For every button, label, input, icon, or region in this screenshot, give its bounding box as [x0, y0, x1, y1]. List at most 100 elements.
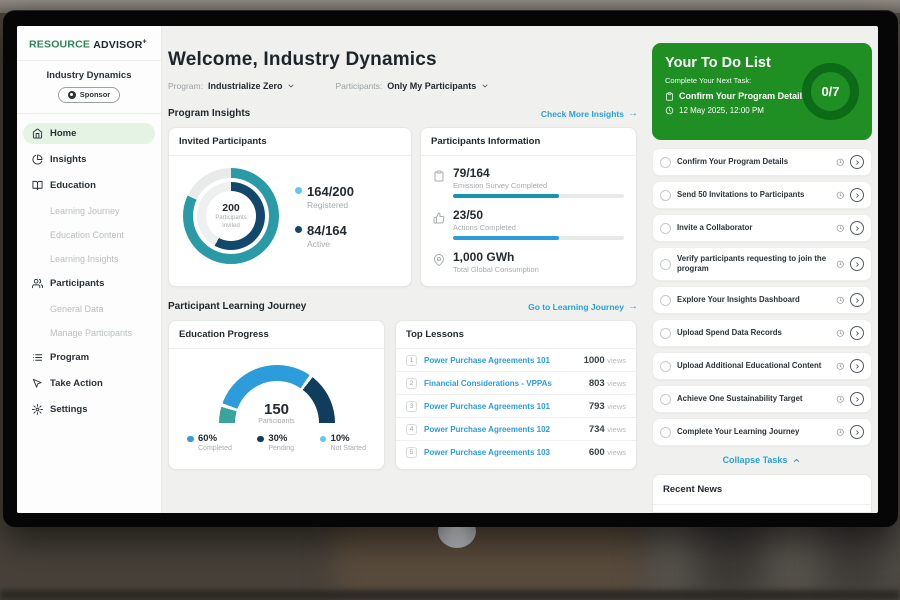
sidebar-item-general-data[interactable]: General Data [50, 303, 104, 314]
task-chevron-button[interactable] [850, 257, 864, 272]
task-checkbox[interactable] [660, 156, 671, 168]
task-label: Complete Your Learning Journey [677, 427, 800, 437]
sidebar-item-education-content[interactable]: Education Content [50, 229, 125, 240]
card-title: Education Progress [169, 321, 384, 349]
clock-icon [836, 158, 844, 166]
program-filter-value: Industrialize Zero [207, 81, 283, 91]
task-chevron-button[interactable] [850, 221, 864, 235]
sidebar-item-home[interactable]: Home [23, 123, 155, 144]
todo-task-item[interactable]: Upload Spend Data Records [652, 319, 872, 348]
clock-icon [665, 106, 674, 115]
go-to-learning-journey-link[interactable]: Go to Learning Journey → [528, 301, 638, 312]
todo-task-item[interactable]: Invite a Collaborator [652, 214, 872, 242]
legend-label: Registered [307, 199, 349, 210]
clipboard-icon [434, 170, 444, 182]
lesson-rank-badge: 4 [406, 423, 417, 435]
divider [17, 59, 161, 61]
views-count: 803 [588, 377, 605, 389]
views-count: 734 [588, 423, 605, 435]
lesson-views: 734 views [589, 424, 626, 435]
filter-bar: Program: Industrialize Zero Participants… [168, 81, 638, 91]
gauge-chart-area: 150 Participants 60% Completed 30% [169, 349, 384, 452]
sidebar-item-settings[interactable]: Settings [23, 399, 155, 420]
arrow-right-icon: → [628, 301, 638, 312]
learning-cards-row: Education Progress 150 Participants 60% [168, 320, 638, 470]
lesson-link[interactable]: Power Purchase Agreements 102 [424, 424, 550, 434]
task-checkbox[interactable] [660, 258, 671, 270]
task-label: Achieve One Sustainability Target [677, 394, 803, 404]
task-checkbox[interactable] [660, 294, 671, 306]
task-chevron-button[interactable] [850, 392, 864, 407]
clock-icon [836, 224, 844, 232]
participants-filter-label: Participants: [335, 81, 383, 91]
program-filter-label: Program: [168, 81, 203, 91]
lesson-link[interactable]: Power Purchase Agreements 101 [424, 355, 550, 365]
card-title: Invited Participants [169, 128, 411, 156]
task-label: Verify participants requesting to join t… [677, 254, 827, 274]
chevron-right-icon [855, 364, 859, 369]
pointer-hand-icon [32, 378, 42, 388]
sponsor-icon [67, 90, 76, 99]
task-checkbox[interactable] [660, 189, 671, 201]
gauge-center-caption: Participants [258, 418, 295, 423]
home-icon [32, 128, 43, 139]
chevron-right-icon [855, 261, 859, 267]
legend-value: 30% [268, 433, 288, 444]
todo-task-item[interactable]: Verify participants requesting to join t… [652, 247, 872, 282]
task-chevron-button[interactable] [850, 359, 864, 374]
stat-row-emission-survey: 79/164 Emission Survey Completed [433, 166, 624, 198]
sidebar-item-learning-journey[interactable]: Learning Journey [50, 205, 120, 216]
todo-task-item[interactable]: Complete Your Learning Journey [652, 418, 872, 447]
lesson-rank-badge: 5 [406, 446, 417, 458]
task-label: Invite a Collaborator [677, 222, 753, 232]
task-checkbox[interactable] [660, 426, 671, 438]
lesson-link[interactable]: Power Purchase Agreements 101 [424, 401, 550, 411]
sidebar-item-learning-insights[interactable]: Learning Insights [50, 253, 119, 264]
sidebar-item-program[interactable]: Program [23, 347, 155, 368]
task-checkbox[interactable] [660, 222, 671, 234]
task-chevron-button[interactable] [850, 293, 864, 308]
monitor-bezel: RESOURCE ADVISOR+ Industry Dynamics Spon… [3, 10, 898, 527]
collapse-tasks-link[interactable]: Collapse Tasks [723, 455, 802, 465]
pie-chart-icon [32, 154, 43, 165]
views-suffix: views [607, 424, 626, 434]
task-chevron-button[interactable] [850, 155, 864, 169]
clock-icon [836, 362, 844, 370]
task-checkbox[interactable] [660, 393, 671, 405]
task-chevron-button[interactable] [850, 425, 864, 440]
todo-task-item[interactable]: Send 50 Invitations to Participants [652, 181, 872, 209]
legend-value: 84/164 [307, 222, 347, 238]
gauge-ring [218, 365, 335, 423]
sidebar-item-participants[interactable]: Participants [23, 273, 155, 294]
task-checkbox[interactable] [660, 360, 671, 372]
task-checkbox[interactable] [660, 327, 671, 339]
logo-resource: RESOURCE [29, 38, 91, 51]
todo-task-item[interactable]: Confirm Your Program Details [652, 148, 872, 176]
todo-next-task: Confirm Your Program Details [665, 91, 859, 101]
todo-task-item[interactable]: Explore Your Insights Dashboard [652, 286, 872, 315]
task-chevron-button[interactable] [850, 326, 864, 341]
sidebar-item-manage-participants[interactable]: Manage Participants [50, 327, 133, 338]
task-chevron-button[interactable] [850, 188, 864, 202]
sidebar-item-education[interactable]: Education [23, 175, 155, 196]
logo-advisor: ADVISOR+ [93, 38, 147, 51]
todo-task-item[interactable]: Upload Additional Educational Content [652, 352, 872, 381]
check-more-insights-link[interactable]: Check More Insights → [541, 108, 638, 119]
lesson-link[interactable]: Financial Considerations - VPPAs [424, 378, 552, 388]
task-label: Send 50 Invitations to Participants [677, 189, 805, 199]
next-task-label: Confirm Your Program Details [679, 91, 808, 101]
app-logo: RESOURCE ADVISOR+ [17, 26, 161, 60]
lesson-link[interactable]: Power Purchase Agreements 103 [424, 447, 550, 457]
sidebar-item-take-action[interactable]: Take Action [23, 373, 155, 394]
education-progress-card: Education Progress 150 Participants 60% [168, 320, 385, 470]
participants-filter[interactable]: Participants: Only My Participants [335, 81, 489, 91]
program-filter[interactable]: Program: Industrialize Zero [168, 81, 295, 91]
todo-task-item[interactable]: Achieve One Sustainability Target [652, 385, 872, 414]
chevron-right-icon [855, 225, 859, 231]
chevron-right-icon [855, 159, 859, 165]
progress-bar [453, 236, 624, 240]
sidebar-item-label: Insights [50, 154, 87, 165]
card-title: Top Lessons [396, 321, 636, 349]
sidebar-item-insights[interactable]: Insights [23, 149, 155, 170]
link-label: Check More Insights [540, 108, 624, 119]
